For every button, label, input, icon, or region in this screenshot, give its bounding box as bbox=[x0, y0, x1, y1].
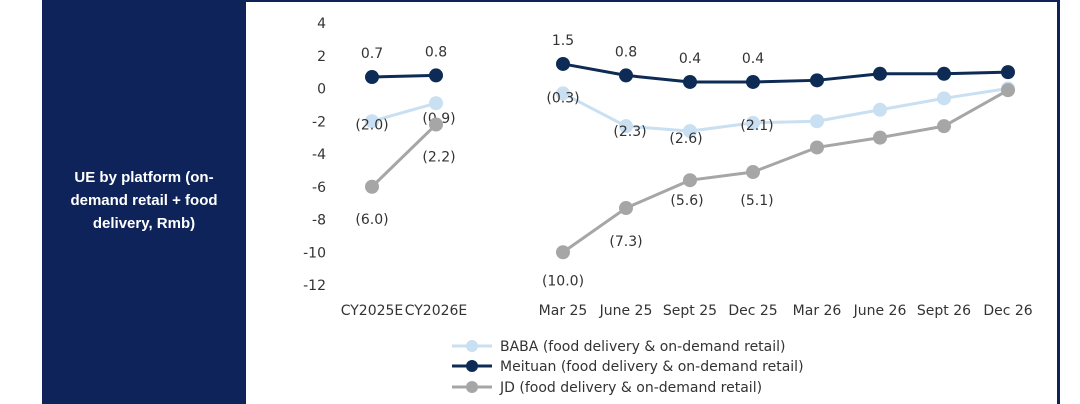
y-tick-label: -4 bbox=[312, 147, 326, 163]
data-label: (5.6) bbox=[670, 193, 703, 209]
x-tick-label: CY2025E bbox=[341, 303, 404, 319]
data-point bbox=[810, 140, 824, 155]
legend-label: JD (food delivery & on-demand retail) bbox=[499, 380, 762, 396]
data-point bbox=[746, 165, 760, 180]
data-point bbox=[429, 117, 443, 132]
data-point bbox=[873, 130, 887, 145]
data-label: 0.7 bbox=[361, 46, 383, 62]
frame-right-border bbox=[1057, 0, 1060, 404]
data-label: 1.5 bbox=[552, 33, 574, 49]
data-label: 0.4 bbox=[679, 51, 701, 67]
data-point bbox=[619, 68, 633, 83]
y-tick-label: -6 bbox=[312, 180, 326, 196]
series-line bbox=[371, 101, 437, 123]
data-point bbox=[810, 114, 824, 129]
data-point bbox=[746, 115, 760, 130]
y-tick-label: -10 bbox=[303, 245, 326, 261]
data-point bbox=[937, 119, 951, 134]
data-label: 0.8 bbox=[615, 44, 637, 60]
data-point bbox=[429, 96, 443, 111]
data-point bbox=[683, 74, 697, 89]
data-point bbox=[746, 74, 760, 89]
side-panel: UE by platform (on-demand retail + food … bbox=[42, 0, 246, 404]
y-tick-label: 0 bbox=[317, 82, 326, 98]
legend-label: BABA (food delivery & on-demand retail) bbox=[500, 339, 786, 355]
legend-label: Meituan (food delivery & on-demand retai… bbox=[500, 359, 804, 375]
frame-top-border bbox=[246, 0, 1060, 2]
data-label: (0.3) bbox=[546, 90, 579, 106]
series-line bbox=[370, 123, 438, 188]
data-point bbox=[683, 173, 697, 188]
data-point bbox=[619, 201, 633, 216]
data-point bbox=[810, 73, 824, 88]
y-tick-label: -2 bbox=[312, 114, 326, 130]
series-line bbox=[562, 62, 1009, 84]
data-label: 0.4 bbox=[742, 51, 764, 67]
data-point bbox=[556, 86, 570, 101]
y-tick-label: 2 bbox=[317, 49, 326, 65]
x-tick-label: Mar 25 bbox=[539, 303, 588, 319]
legend-swatch-marker bbox=[466, 360, 478, 372]
data-point bbox=[1001, 65, 1015, 80]
series-line bbox=[562, 87, 1009, 133]
series-line bbox=[562, 88, 1009, 254]
data-label: (6.0) bbox=[355, 212, 388, 228]
x-tick-label: Dec 26 bbox=[983, 303, 1032, 319]
data-point bbox=[937, 66, 951, 81]
data-label: 0.8 bbox=[425, 44, 447, 60]
x-tick-label: Sept 25 bbox=[663, 303, 717, 319]
y-tick-label: -8 bbox=[312, 213, 326, 229]
legend-swatch-marker bbox=[466, 381, 478, 393]
x-tick-label: June 26 bbox=[853, 303, 907, 319]
y-tick-label: 4 bbox=[317, 16, 326, 32]
legend-swatch-marker bbox=[466, 340, 478, 352]
data-label: (7.3) bbox=[609, 234, 642, 250]
data-label: (2.0) bbox=[355, 117, 388, 133]
data-point bbox=[873, 102, 887, 117]
data-label: (10.0) bbox=[542, 273, 584, 289]
data-point bbox=[365, 70, 379, 85]
x-tick-label: Mar 26 bbox=[793, 303, 842, 319]
x-tick-label: June 25 bbox=[599, 303, 653, 319]
data-label: (2.1) bbox=[740, 118, 773, 134]
data-point bbox=[1001, 83, 1015, 98]
data-point bbox=[429, 68, 443, 83]
x-tick-label: Dec 25 bbox=[728, 303, 777, 319]
data-point bbox=[556, 245, 570, 260]
data-label: (5.1) bbox=[740, 193, 773, 209]
data-point bbox=[619, 119, 633, 134]
data-point bbox=[556, 56, 570, 71]
data-point bbox=[365, 179, 379, 194]
x-tick-label: Sept 26 bbox=[917, 303, 971, 319]
data-point bbox=[937, 91, 951, 106]
data-label: (2.6) bbox=[669, 131, 702, 147]
series-line bbox=[371, 73, 437, 79]
data-point bbox=[873, 66, 887, 81]
data-label: (2.2) bbox=[422, 150, 455, 166]
chart-side-label: UE by platform (on-demand retail + food … bbox=[70, 169, 218, 232]
x-tick-label: CY2026E bbox=[405, 303, 468, 319]
data-label: (2.3) bbox=[613, 124, 646, 140]
y-tick-label: -12 bbox=[303, 278, 326, 294]
data-point bbox=[365, 114, 379, 129]
data-point bbox=[683, 124, 697, 139]
